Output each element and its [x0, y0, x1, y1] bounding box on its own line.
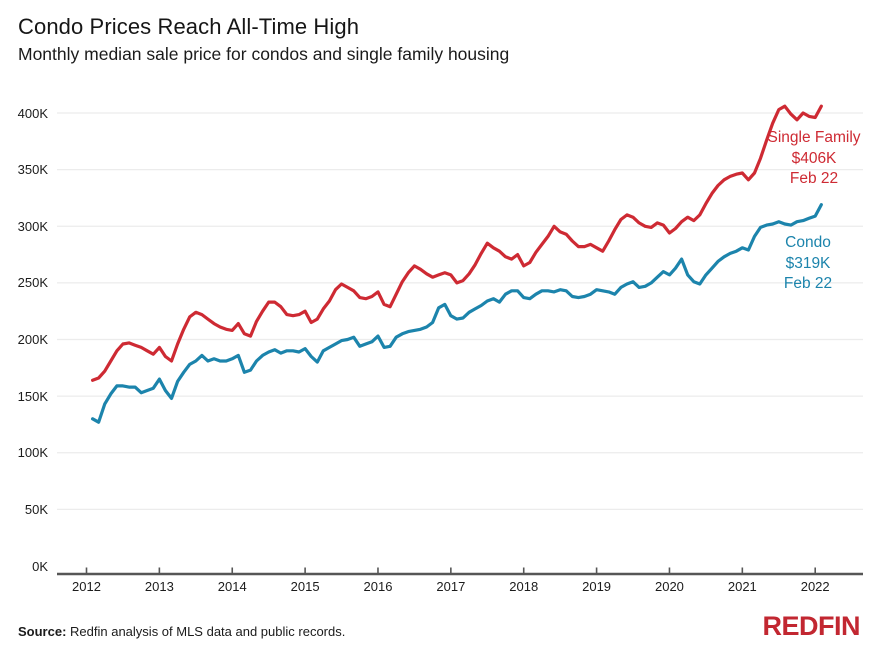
x-tick-label: 2020	[654, 579, 684, 594]
x-tick-label: 2019	[582, 579, 612, 594]
single-family-annotation: Single Family $406K Feb 22	[759, 128, 869, 190]
single-family-date: Feb 22	[789, 170, 839, 187]
x-tick-label: 2016	[363, 579, 393, 594]
x-tick-label: 2014	[217, 579, 247, 594]
y-tick-label: 150K	[17, 388, 48, 404]
condo-price: $319K	[785, 254, 831, 272]
y-tick-label: 250K	[17, 275, 48, 291]
y-tick-label: 100K	[17, 445, 48, 461]
y-tick-label: 0K	[32, 558, 48, 574]
x-tick-label: 2017	[436, 579, 466, 594]
chart-header: Condo Prices Reach All-Time High Monthly…	[18, 12, 509, 66]
y-tick-label: 50K	[24, 501, 48, 517]
x-tick-label: 2022	[800, 579, 830, 594]
x-tick-label: 2015	[290, 579, 320, 594]
source-note: Source: Redfin analysis of MLS data and …	[18, 624, 345, 639]
x-tick-label: 2012	[72, 579, 101, 594]
y-tick-label: 350K	[17, 162, 48, 178]
source-text: Redfin analysis of MLS data and public r…	[70, 624, 346, 639]
condo-date: Feb 22	[783, 275, 833, 292]
condo-annotation: Condo $319K Feb 22	[753, 233, 863, 295]
y-tick-label: 300K	[17, 218, 48, 234]
single-family-label: Single Family	[767, 129, 861, 146]
x-tick-label: 2018	[509, 579, 539, 594]
page-subtitle: Monthly median sale price for condos and…	[18, 44, 510, 64]
x-tick-label: 2021	[727, 579, 757, 594]
x-tick-label: 2013	[144, 579, 174, 594]
condo-label: Condo	[785, 234, 831, 251]
page-title: Condo Prices Reach All-Time High	[18, 14, 360, 39]
source-label: Source:	[18, 624, 67, 639]
redfin-logo: REDFIN	[762, 611, 861, 641]
single-family-price: $406K	[791, 149, 837, 167]
y-tick-label: 400K	[17, 105, 48, 121]
y-tick-label: 200K	[17, 332, 48, 347]
